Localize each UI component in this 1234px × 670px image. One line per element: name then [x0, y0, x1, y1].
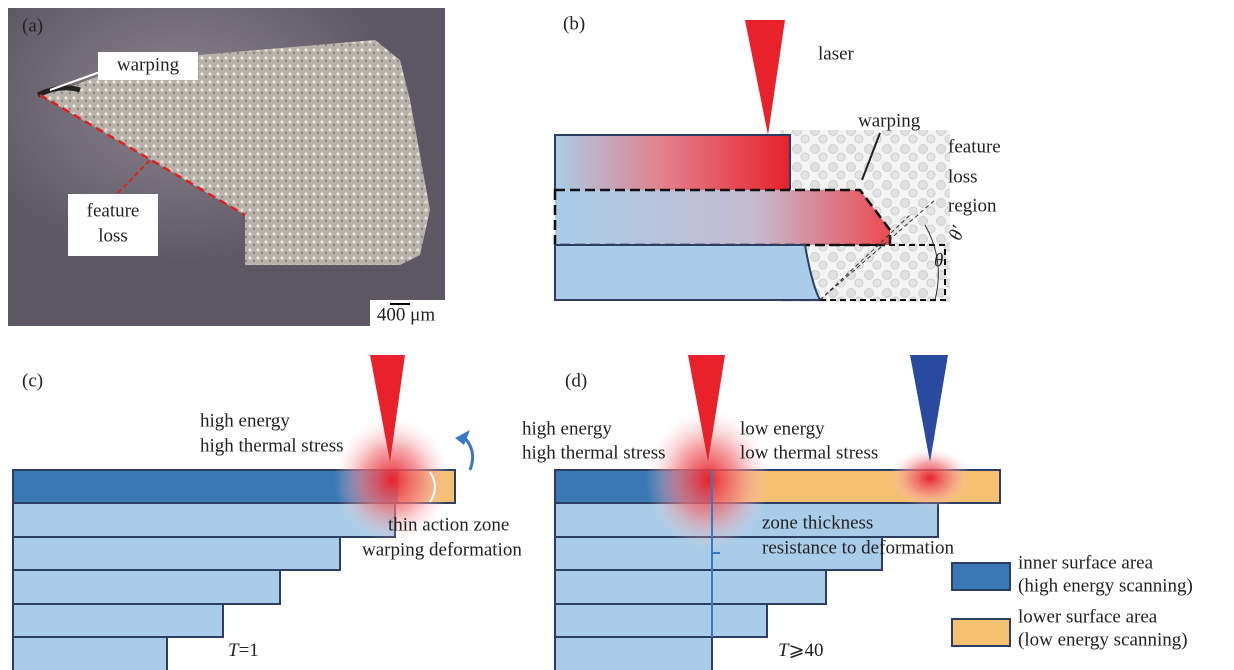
laser [745, 20, 785, 135]
layer [13, 604, 223, 637]
annotation: high thermal stress [522, 442, 666, 463]
annotation: warping [117, 54, 180, 75]
panel-label: (a) [22, 15, 43, 36]
layer-count-value: ⩾40 [789, 640, 824, 661]
annotation: high thermal stress [200, 435, 344, 456]
legend-swatch [952, 563, 1010, 590]
layer [555, 570, 826, 604]
annotation: warping deformation [362, 539, 522, 560]
annotation: low thermal stress [740, 442, 878, 463]
annotation: laser [818, 43, 855, 64]
layer-count-value: =1 [239, 640, 259, 661]
middle-layer [555, 190, 890, 245]
panel-label: (c) [22, 370, 43, 391]
annotation: region [948, 195, 997, 216]
layer-count: T=1 [228, 640, 259, 661]
layer [13, 503, 395, 537]
annotation: resistance to deformation [762, 537, 955, 558]
laser [910, 355, 948, 462]
legend-label: (high energy scanning) [1018, 575, 1193, 596]
annotation: feature [87, 200, 140, 221]
annotation: warping [858, 110, 921, 131]
annotation: high energy [200, 410, 290, 431]
layer [13, 570, 280, 604]
bottom-layer [555, 245, 820, 300]
angle-label: θ [934, 250, 943, 271]
annotation: thin action zone [388, 514, 509, 535]
annotation: loss [948, 166, 978, 187]
top-layer [555, 135, 790, 191]
figure: (a) warping feature loss 400 μm (b) lase… [0, 0, 1234, 670]
annotation: loss [98, 225, 128, 246]
annotation: zone thickness [762, 512, 873, 533]
annotation: low energy [740, 418, 825, 439]
scale-label: 400 μm [377, 304, 435, 325]
legend-label: (low energy scanning) [1018, 629, 1188, 650]
panel-label: (b) [563, 13, 585, 34]
layer-count: T⩾40 [778, 640, 824, 661]
annotation: high energy [522, 418, 612, 439]
layer [555, 604, 767, 637]
annotation: feature [948, 136, 1001, 157]
layer [555, 637, 712, 670]
legend-label: inner surface area [1018, 552, 1154, 573]
layer [13, 637, 167, 670]
legend-label: lower surface area [1018, 606, 1158, 627]
panel-label: (d) [565, 370, 587, 391]
layer [13, 537, 340, 570]
legend-swatch [952, 619, 1010, 646]
